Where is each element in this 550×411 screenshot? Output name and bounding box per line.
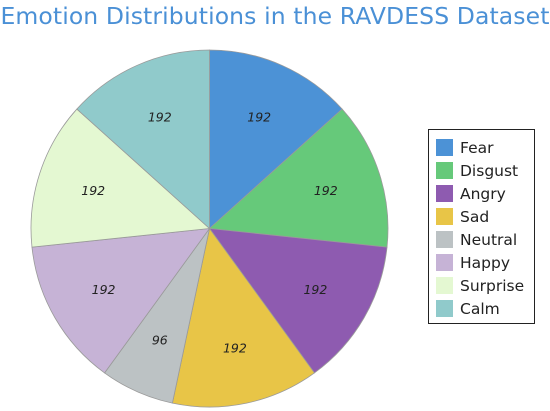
chart-legend: Fear Disgust Angry Sad Neutral Happy Surprise C… bbox=[428, 129, 535, 324]
legend-label: Angry bbox=[460, 184, 506, 203]
legend-item-disgust: Disgust bbox=[436, 159, 534, 182]
legend-item-surprise: Surprise bbox=[436, 274, 534, 297]
legend-item-calm: Calm bbox=[436, 297, 534, 320]
legend-item-angry: Angry bbox=[436, 182, 534, 205]
legend-swatch bbox=[436, 185, 453, 202]
pie-slices bbox=[30, 49, 389, 408]
legend-swatch bbox=[436, 277, 453, 294]
legend-label: Sad bbox=[460, 207, 490, 226]
slice-value-label-angry: 192 bbox=[303, 282, 327, 297]
slice-value-label-happy: 192 bbox=[92, 282, 116, 297]
slice-value-label-sad: 192 bbox=[223, 341, 247, 356]
slice-value-label-disgust: 192 bbox=[314, 183, 338, 198]
legend-label: Calm bbox=[460, 299, 500, 318]
legend-item-sad: Sad bbox=[436, 205, 534, 228]
pie-slice-happy bbox=[31, 228, 211, 374]
legend-swatch bbox=[436, 162, 453, 179]
legend-label: Fear bbox=[460, 138, 494, 157]
slice-value-label-fear: 192 bbox=[247, 109, 271, 124]
pie-slice-fear bbox=[209, 49, 343, 230]
chart-title: Emotion Distributions in the RAVDESS Dat… bbox=[0, 2, 550, 30]
legend-item-neutral: Neutral bbox=[436, 228, 534, 251]
legend-label: Surprise bbox=[460, 276, 525, 295]
legend-swatch bbox=[436, 254, 453, 271]
slice-value-label-neutral: 96 bbox=[152, 333, 168, 348]
legend-swatch bbox=[436, 139, 453, 156]
pie-slice-surprise bbox=[30, 108, 211, 248]
pie-slice-angry bbox=[208, 228, 388, 374]
legend-label: Neutral bbox=[460, 230, 518, 249]
legend-item-fear: Fear bbox=[436, 136, 534, 159]
pie-slice-sad bbox=[171, 227, 315, 408]
legend-item-happy: Happy bbox=[436, 251, 534, 274]
pie-slice-disgust bbox=[208, 108, 389, 248]
legend-swatch bbox=[436, 300, 453, 317]
legend-swatch bbox=[436, 231, 453, 248]
slice-value-label-surprise: 192 bbox=[81, 183, 105, 198]
pie-slice-calm bbox=[76, 49, 210, 230]
legend-label: Happy bbox=[460, 253, 511, 272]
legend-swatch bbox=[436, 208, 453, 225]
pie-data-labels: 192 192 192 192 96 192 192 192 bbox=[81, 109, 338, 355]
slice-value-label-calm: 192 bbox=[148, 109, 172, 124]
legend-label: Disgust bbox=[460, 161, 519, 180]
